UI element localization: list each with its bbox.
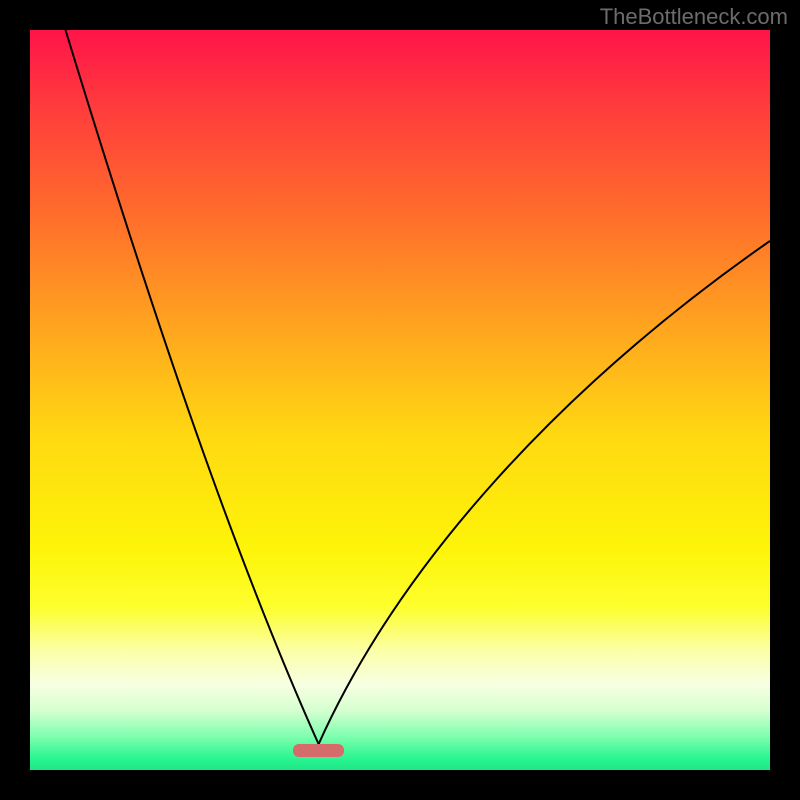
optimal-marker [293,744,343,757]
chart-container: TheBottleneck.com [0,0,800,800]
watermark-text: TheBottleneck.com [600,4,788,30]
plot-area [30,30,770,770]
bottleneck-curve [30,30,770,770]
